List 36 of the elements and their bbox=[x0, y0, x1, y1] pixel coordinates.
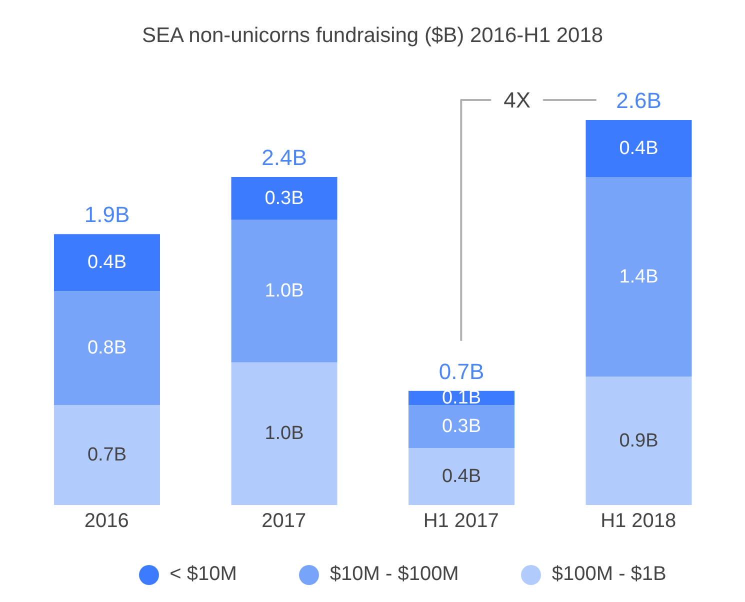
legend-label: $10M - $100M bbox=[330, 563, 459, 586]
data-label: 0.1B bbox=[442, 388, 482, 409]
bar bbox=[54, 234, 160, 292]
bar bbox=[586, 120, 692, 178]
bar bbox=[231, 177, 338, 220]
bar bbox=[586, 177, 692, 377]
x-tick-label: 2017 bbox=[262, 510, 306, 532]
data-label: 1.0B bbox=[264, 423, 304, 444]
data-label: 0.9B bbox=[619, 430, 658, 452]
bar bbox=[54, 291, 160, 406]
legend-label: < $10M bbox=[170, 563, 237, 586]
total-label: 0.7B bbox=[438, 358, 484, 384]
x-tick-label: H1 2017 bbox=[423, 510, 499, 532]
bar bbox=[231, 362, 338, 505]
bar bbox=[586, 376, 692, 505]
data-label: 0.8B bbox=[87, 338, 127, 359]
bar bbox=[408, 448, 514, 505]
x-tick-label: H1 2018 bbox=[600, 510, 676, 532]
total-label: 2.6B bbox=[616, 88, 662, 113]
data-label: 0.7B bbox=[87, 444, 127, 466]
data-label: 0.4B bbox=[442, 466, 482, 487]
chart-title: SEA non-unicorns fundraising ($B) 2016-H1 2018 bbox=[140, 24, 604, 48]
bar bbox=[231, 220, 338, 362]
total-label: 1.9B bbox=[84, 202, 130, 228]
data-label: 0.3B bbox=[442, 416, 482, 438]
total-label: 2.4B bbox=[262, 145, 307, 170]
bar bbox=[408, 405, 514, 448]
legend-label: $100M - $1B bbox=[552, 563, 666, 586]
data-label: 0.3B bbox=[264, 188, 304, 209]
data-label: 0.4B bbox=[619, 138, 658, 160]
data-label: 0.4B bbox=[87, 252, 127, 274]
text: 4X bbox=[504, 88, 531, 112]
data-label: 1.4B bbox=[619, 266, 658, 288]
data-label: 1.0B bbox=[264, 280, 304, 302]
x-tick-label: 2016 bbox=[84, 510, 129, 532]
bar bbox=[54, 405, 160, 505]
